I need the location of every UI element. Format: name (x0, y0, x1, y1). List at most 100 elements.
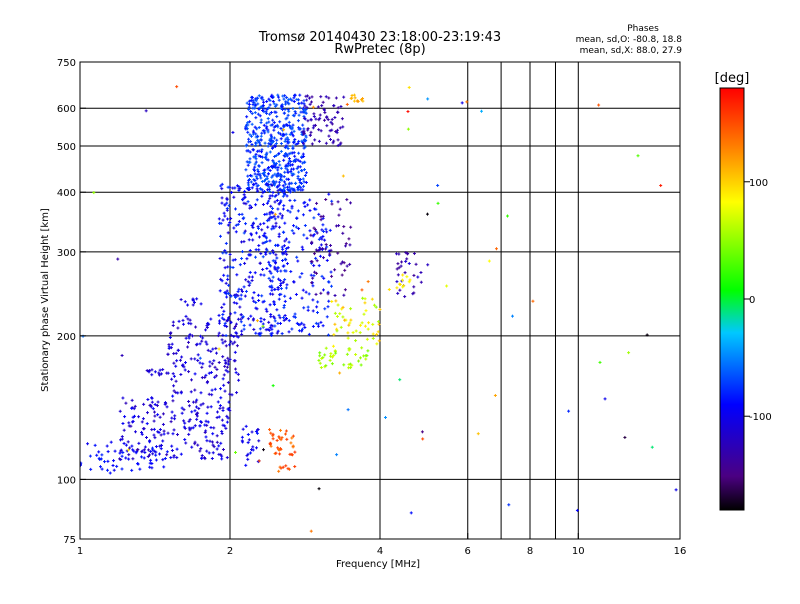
data-point (120, 437, 124, 441)
data-point (154, 453, 158, 457)
data-point (347, 323, 351, 327)
data-point (247, 99, 251, 103)
data-point (279, 287, 283, 291)
data-point (276, 243, 280, 247)
data-point (335, 131, 339, 135)
data-point (310, 95, 314, 99)
data-point (283, 278, 287, 282)
data-point (120, 353, 124, 357)
data-point (255, 431, 259, 435)
data-point (141, 417, 145, 421)
data-point (215, 416, 219, 420)
data-point (265, 248, 269, 252)
data-point (269, 110, 273, 114)
data-point (247, 177, 251, 181)
data-point (343, 318, 347, 322)
data-point (511, 314, 515, 318)
data-point (236, 222, 240, 226)
data-point (199, 391, 203, 395)
data-point (279, 137, 283, 141)
data-point (248, 173, 252, 177)
data-point (261, 129, 265, 133)
data-point (224, 344, 228, 348)
data-point (374, 305, 378, 309)
data-point (377, 322, 381, 326)
data-point (232, 326, 236, 330)
data-point (258, 143, 262, 147)
data-point (376, 320, 380, 324)
data-point (276, 189, 280, 193)
data-point (276, 287, 280, 291)
data-point (282, 175, 286, 179)
data-point (121, 451, 125, 455)
data-point (250, 275, 254, 279)
data-point (421, 437, 425, 441)
data-point (221, 355, 225, 359)
data-point (131, 419, 135, 423)
data-point (281, 207, 285, 211)
data-point (203, 423, 207, 427)
data-point (191, 334, 195, 338)
data-point (318, 354, 322, 358)
data-point (293, 450, 297, 454)
data-point (293, 198, 297, 202)
data-point (377, 339, 381, 343)
data-point (323, 238, 327, 242)
data-point (303, 168, 307, 172)
data-point (266, 167, 270, 171)
data-point (275, 308, 279, 312)
data-point (242, 216, 246, 220)
data-point (176, 348, 180, 352)
data-point (267, 328, 271, 332)
data-point (225, 414, 229, 418)
data-point (132, 407, 136, 411)
data-point (99, 465, 103, 469)
data-point (221, 423, 225, 427)
data-point (254, 217, 258, 221)
data-point (327, 299, 331, 303)
data-point (171, 320, 175, 324)
data-point (278, 465, 282, 469)
data-point (265, 121, 269, 125)
data-point (263, 174, 267, 178)
data-point (187, 426, 191, 430)
data-point (269, 444, 273, 448)
data-point (263, 190, 267, 194)
data-point (106, 468, 110, 472)
data-point (270, 141, 274, 145)
data-point (287, 120, 291, 124)
data-point (249, 232, 253, 236)
data-point (214, 374, 218, 378)
data-point (252, 183, 256, 187)
data-point (307, 96, 311, 100)
data-point (187, 336, 191, 340)
data-point (319, 291, 323, 295)
data-point (329, 137, 333, 141)
data-point (265, 309, 269, 313)
data-point (255, 127, 259, 131)
data-point (301, 188, 305, 192)
data-point (210, 456, 214, 460)
data-point (174, 351, 178, 355)
data-point (215, 367, 219, 371)
data-point (398, 288, 402, 292)
data-point (336, 110, 340, 114)
data-point (401, 273, 405, 277)
data-point (219, 387, 223, 391)
y-axis: 75 100 200 300 400 500 600 750 (57, 58, 86, 546)
data-point (242, 240, 246, 244)
data-point (188, 428, 192, 432)
data-point (174, 364, 178, 368)
data-point (223, 424, 227, 428)
data-point (157, 430, 161, 434)
data-point (267, 120, 271, 124)
data-point (301, 213, 305, 217)
data-point (213, 387, 217, 391)
data-point (280, 245, 284, 249)
data-point (271, 437, 275, 441)
data-point (331, 141, 335, 145)
data-point (309, 233, 313, 237)
data-point (420, 430, 424, 434)
data-point (200, 456, 204, 460)
data-point (261, 255, 265, 259)
